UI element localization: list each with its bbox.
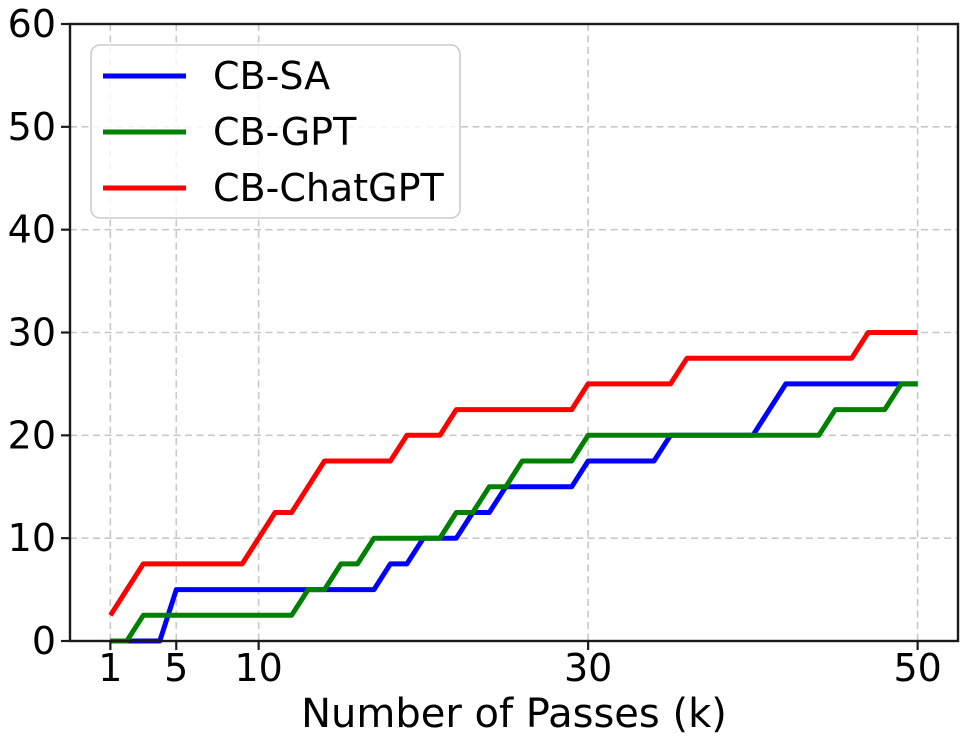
x-tick-label: 1 [98, 646, 122, 690]
y-tick-label: 60 [8, 2, 56, 46]
series-line-cb-chatgpt [108, 330, 918, 617]
y-tick-label: 20 [8, 413, 56, 457]
x-tick-label: 5 [164, 646, 188, 690]
y-tick-label: 50 [8, 105, 56, 149]
y-tick-label: 10 [8, 516, 56, 560]
x-tick-label: 50 [893, 646, 941, 690]
series-line-cb-sa [110, 381, 918, 644]
x-axis-label: Number of Passes (k) [301, 691, 727, 737]
series-line-cb-gpt [110, 381, 918, 644]
legend-label-cb-gpt: CB-GPT [213, 110, 357, 154]
x-tick-label: 30 [564, 646, 612, 690]
axis-ticks [61, 22, 919, 650]
legend-label-cb-sa: CB-SA [213, 54, 330, 98]
legend-label-cb-chatgpt: CB-ChatGPT [213, 166, 444, 210]
y-tick-label: 0 [32, 619, 56, 663]
tick-labels: 1 5 10 30 50 0 10 20 30 40 50 60 [8, 2, 942, 690]
y-tick-label: 40 [8, 208, 56, 252]
y-tick-label: 30 [8, 311, 56, 355]
x-tick-label: 10 [234, 646, 282, 690]
legend: CB-SA CB-GPT CB-ChatGPT [90, 44, 461, 219]
legend-box [90, 44, 461, 219]
series-lines [108, 330, 918, 644]
